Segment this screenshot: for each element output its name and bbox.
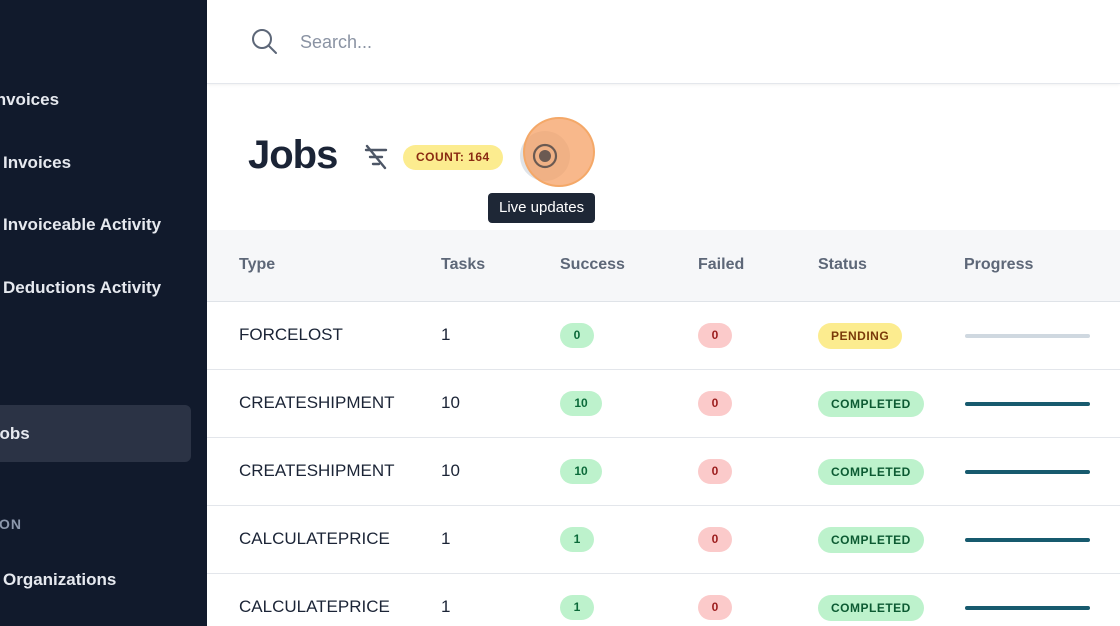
job-tasks: 1 bbox=[441, 325, 451, 344]
sidebar-item-label: Jobs bbox=[0, 424, 30, 443]
table-row[interactable]: CREATESHIPMENT 10 10 0 COMPLETED bbox=[207, 370, 1120, 438]
sidebar-item-label: Invoiceable Activity bbox=[3, 215, 162, 234]
sidebar-item-jobs[interactable]: Jobs bbox=[0, 405, 191, 462]
status-badge: COMPLETED bbox=[818, 391, 924, 417]
failed-count-badge: 0 bbox=[698, 595, 732, 620]
sidebar-item-label: Invoices bbox=[0, 90, 60, 109]
status-badge: COMPLETED bbox=[818, 595, 924, 621]
sidebar: Invoices Invoices Invoiceable Activity D… bbox=[0, 0, 207, 626]
status-badge: PENDING bbox=[818, 323, 903, 349]
column-header-progress[interactable]: Progress bbox=[964, 256, 1034, 273]
table-row[interactable]: CREATESHIPMENT 10 10 0 COMPLETED bbox=[207, 438, 1120, 506]
column-header-success[interactable]: Success bbox=[560, 256, 625, 273]
live-record-icon[interactable] bbox=[530, 141, 560, 171]
failed-count-badge: 0 bbox=[698, 527, 732, 552]
job-tasks: 10 bbox=[441, 393, 460, 412]
column-header-status[interactable]: Status bbox=[818, 256, 867, 273]
job-tasks: 10 bbox=[441, 461, 460, 480]
success-count-badge: 1 bbox=[560, 595, 594, 620]
sidebar-item-label: Organizations bbox=[3, 570, 117, 589]
sidebar-item-invoiceable-activity[interactable]: Invoiceable Activity bbox=[3, 215, 161, 235]
job-tasks: 1 bbox=[441, 529, 451, 548]
search-input[interactable] bbox=[300, 28, 800, 56]
progress-bar bbox=[965, 402, 1090, 406]
table-row[interactable]: CALCULATEPRICE 1 1 0 COMPLETED bbox=[207, 574, 1120, 626]
status-badge: COMPLETED bbox=[818, 459, 924, 485]
job-type: CREATESHIPMENT bbox=[239, 393, 395, 412]
job-type: CREATESHIPMENT bbox=[239, 461, 395, 480]
column-header-failed[interactable]: Failed bbox=[698, 256, 745, 273]
top-bar bbox=[207, 0, 1120, 84]
progress-bar-fill bbox=[965, 538, 1090, 542]
column-header-type[interactable]: Type bbox=[239, 256, 276, 273]
status-badge: COMPLETED bbox=[818, 527, 924, 553]
progress-bar bbox=[965, 334, 1090, 338]
progress-bar-fill bbox=[965, 402, 1090, 406]
count-badge: COUNT: 164 bbox=[403, 145, 503, 170]
progress-bar bbox=[965, 470, 1090, 474]
live-updates-tooltip: Live updates bbox=[488, 193, 596, 223]
failed-count-badge: 0 bbox=[698, 459, 732, 484]
job-type: CALCULATEPRICE bbox=[239, 529, 390, 548]
page-title: Jobs bbox=[248, 133, 338, 177]
filter-off-icon[interactable] bbox=[362, 143, 390, 171]
success-count-badge: 10 bbox=[560, 459, 602, 484]
table-row[interactable]: CALCULATEPRICE 1 1 0 COMPLETED bbox=[207, 506, 1120, 574]
failed-count-badge: 0 bbox=[698, 391, 732, 416]
success-count-badge: 0 bbox=[560, 323, 594, 348]
progress-bar-fill bbox=[965, 470, 1090, 474]
table-row[interactable]: FORCELOST 1 0 0 PENDING bbox=[207, 302, 1120, 370]
progress-bar bbox=[965, 606, 1090, 610]
failed-count-badge: 0 bbox=[698, 323, 732, 348]
job-type: FORCELOST bbox=[239, 325, 343, 344]
success-count-badge: 10 bbox=[560, 391, 602, 416]
sidebar-item-invoices-2[interactable]: Invoices bbox=[3, 153, 71, 173]
job-tasks: 1 bbox=[441, 597, 451, 616]
success-count-badge: 1 bbox=[560, 527, 594, 552]
progress-bar-fill bbox=[965, 606, 1090, 610]
search-icon bbox=[250, 27, 280, 57]
sidebar-item-invoices[interactable]: Invoices bbox=[0, 90, 59, 110]
job-type: CALCULATEPRICE bbox=[239, 597, 390, 616]
sidebar-item-label: Deductions Activity bbox=[3, 278, 162, 297]
sidebar-section-label: ON bbox=[0, 516, 22, 532]
column-header-tasks[interactable]: Tasks bbox=[441, 256, 486, 273]
sidebar-item-label: Invoices bbox=[3, 153, 72, 172]
table-header: Type Tasks Success Failed Status Progres… bbox=[207, 230, 1120, 302]
progress-bar bbox=[965, 538, 1090, 542]
sidebar-item-deductions-activity[interactable]: Deductions Activity bbox=[3, 278, 161, 298]
sidebar-item-organizations[interactable]: Organizations bbox=[3, 570, 116, 590]
